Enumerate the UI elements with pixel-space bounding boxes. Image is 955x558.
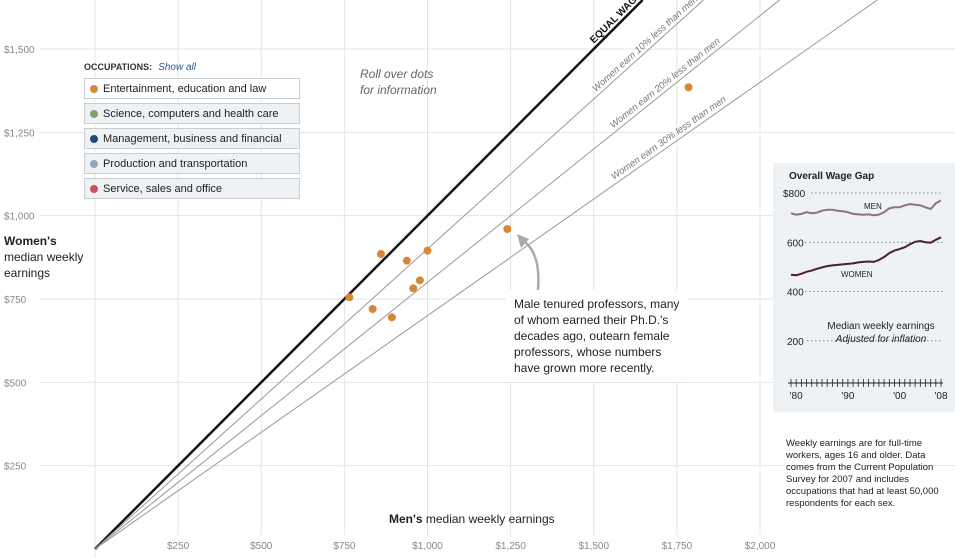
data-point[interactable]	[368, 305, 377, 313]
men-series-label: MEN	[864, 202, 882, 211]
y-tick-label: $250	[4, 462, 27, 473]
gap-reference-line	[94, 0, 704, 550]
production-dot-icon	[90, 159, 98, 168]
x-tick-label: $750	[333, 541, 356, 552]
women-series-line	[790, 236, 942, 277]
entertainment-dot-icon	[90, 84, 98, 93]
x-tick-label: $250	[167, 541, 190, 552]
data-point[interactable]	[503, 225, 512, 233]
men-series-line	[790, 199, 942, 217]
y-tick-label: $750	[4, 295, 27, 306]
wage-gap-y-tick-label: $800	[783, 189, 806, 200]
x-axis-ticks: $250 $500 $750 $1,000 $1,250 $1,500 $1,750 $2,0…	[167, 541, 776, 552]
x-tick-label: $1,000	[412, 541, 443, 552]
reference-lines	[94, 0, 878, 550]
wage-gap-y-tick-label: 200	[787, 337, 804, 348]
science-dot-icon	[90, 109, 98, 118]
x-tick-label: $2,000	[745, 541, 776, 552]
wage-gap-panel: Overall Wage Gap $800 600 400 200 MEN WOMEN…	[773, 163, 955, 412]
data-point[interactable]	[423, 246, 432, 255]
x-axis-label: Men's median weekly earnings	[389, 512, 555, 526]
data-point[interactable]	[345, 293, 354, 302]
grid	[40, 0, 955, 558]
wage-gap-x-axis: '80 '90 '00 '08	[788, 379, 948, 402]
legend-title: OCCUPATIONS:	[84, 62, 153, 72]
data-point[interactable]	[402, 256, 411, 265]
data-point[interactable]	[684, 83, 693, 92]
y-tick-label: $1,500	[4, 45, 35, 56]
x-tick-label: $1,750	[662, 541, 693, 552]
wage-gap-x-tick-label: '80	[790, 391, 803, 402]
reference-line-label: EQUAL WAGES	[588, 0, 649, 46]
occupations-legend: OCCUPATIONS: Show all Entertainment, educ…	[84, 62, 300, 203]
data-point[interactable]	[409, 284, 418, 293]
legend-item-production[interactable]: Production and transportation	[84, 153, 300, 174]
service-dot-icon	[90, 184, 98, 193]
annotation-callout: Male tenured professors, many of whom ea…	[506, 290, 688, 382]
show-all-link[interactable]: Show all	[158, 62, 196, 73]
legend-item-entertainment[interactable]: Entertainment, education and law	[84, 78, 300, 99]
wage-gap-y-tick-label: 400	[787, 288, 804, 299]
x-tick-label: $1,250	[495, 541, 526, 552]
gap-reference-line	[94, 0, 780, 550]
data-point[interactable]	[387, 313, 396, 322]
wage-gap-x-tick-label: '00	[893, 391, 906, 402]
x-axis-label-bold: Men's	[389, 512, 423, 526]
x-tick-label: $1,500	[578, 541, 609, 552]
y-axis-label-bold: Women's	[4, 234, 57, 248]
gap-reference-line	[94, 0, 878, 550]
legend-item-label: Management, business and financial	[103, 132, 282, 145]
reference-line-label: Women earn 10% less than men	[590, 0, 700, 94]
annotation-arrowhead	[517, 234, 529, 248]
rollover-hint: Roll over dots for information	[360, 67, 437, 97]
women-series-label: WOMEN	[841, 270, 873, 279]
legend-item-label: Science, computers and health care	[103, 107, 279, 120]
y-tick-label: $1,000	[4, 212, 35, 223]
wage-gap-title: Overall Wage Gap	[789, 171, 875, 182]
x-axis-label-rest: median weekly earnings	[425, 512, 555, 526]
legend-item-label: Service, sales and office	[103, 182, 223, 195]
y-axis-label: Women's median weekly earnings	[4, 233, 94, 281]
wage-gap-x-tick-label: '08	[934, 391, 947, 402]
legend-item-label: Entertainment, education and law	[103, 82, 267, 95]
y-tick-label: $500	[4, 378, 27, 389]
wage-gap-chart: $800 600 400 200 MEN WOMEN Median weekly ea…	[783, 189, 948, 402]
y-axis-label-rest: median weekly earnings	[4, 250, 84, 280]
wage-gap-grid: $800 600 400 200	[783, 189, 943, 348]
management-dot-icon	[90, 134, 98, 143]
legend-item-management[interactable]: Management, business and financial	[84, 128, 300, 149]
wage-gap-caption-line2: Adjusted for inflation	[835, 334, 927, 345]
data-points	[345, 83, 693, 322]
wage-gap-y-tick-label: 600	[787, 238, 804, 249]
legend-item-science[interactable]: Science, computers and health care	[84, 103, 300, 124]
wage-gap-caption-line1: Median weekly earnings	[827, 321, 934, 332]
wage-gap-x-tick-label: '90	[841, 391, 854, 402]
y-axis-ticks: $250 $500 $750 $1,000 $1,250 $1,500	[4, 45, 35, 473]
legend-header: OCCUPATIONS: Show all	[84, 62, 300, 73]
x-tick-label: $500	[250, 541, 273, 552]
footnote: Weekly earnings are for full-time worker…	[786, 438, 939, 509]
data-point[interactable]	[376, 250, 385, 258]
legend-item-service[interactable]: Service, sales and office	[84, 178, 300, 199]
data-point[interactable]	[415, 276, 424, 285]
y-tick-label: $1,250	[4, 128, 35, 139]
legend-item-label: Production and transportation	[103, 157, 248, 170]
equal-wages-line	[94, 0, 644, 550]
